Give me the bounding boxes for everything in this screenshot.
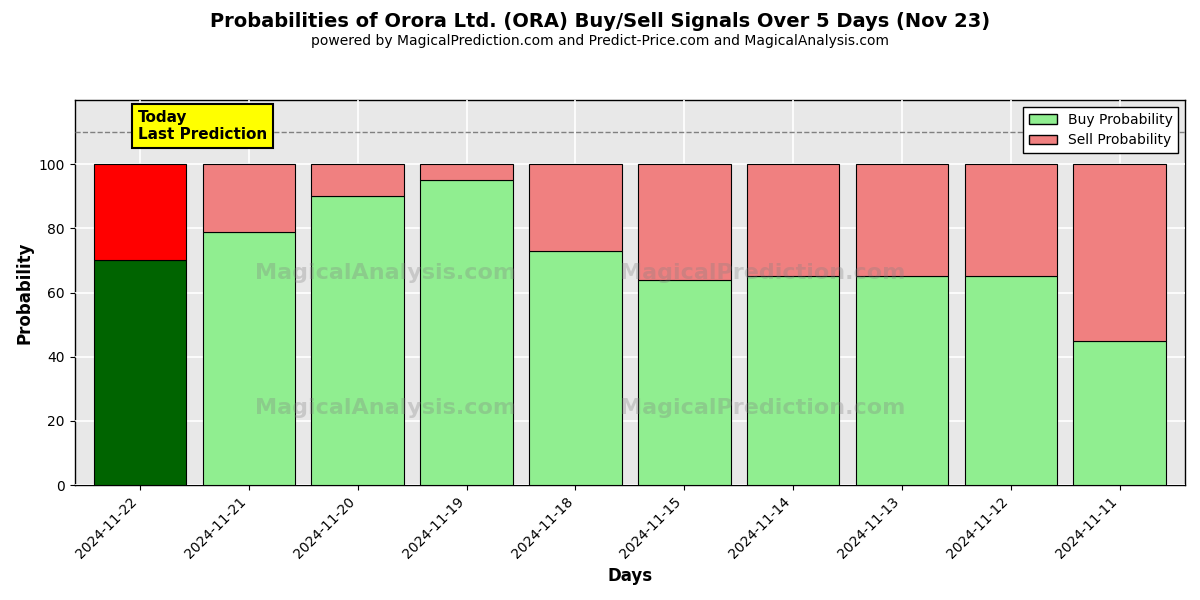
Text: Today
Last Prediction: Today Last Prediction (138, 110, 268, 142)
Text: MagicalPrediction.com: MagicalPrediction.com (620, 398, 906, 418)
Text: powered by MagicalPrediction.com and Predict-Price.com and MagicalAnalysis.com: powered by MagicalPrediction.com and Pre… (311, 34, 889, 48)
Text: MagicalAnalysis.com: MagicalAnalysis.com (254, 263, 516, 283)
Bar (420, 164, 512, 180)
Bar (746, 277, 839, 485)
Bar (638, 280, 731, 485)
Bar (94, 164, 186, 260)
Y-axis label: Probability: Probability (16, 241, 34, 344)
Bar (312, 164, 404, 196)
Bar (312, 196, 404, 485)
Bar (94, 260, 186, 485)
Bar (965, 277, 1057, 485)
Bar (420, 180, 512, 485)
Text: Probabilities of Orora Ltd. (ORA) Buy/Sell Signals Over 5 Days (Nov 23): Probabilities of Orora Ltd. (ORA) Buy/Se… (210, 12, 990, 31)
Bar (856, 164, 948, 277)
Bar (638, 164, 731, 280)
Bar (529, 164, 622, 251)
Legend: Buy Probability, Sell Probability: Buy Probability, Sell Probability (1024, 107, 1178, 153)
Bar (203, 164, 295, 232)
Bar (965, 164, 1057, 277)
Bar (856, 277, 948, 485)
Bar (1074, 164, 1166, 341)
Bar (203, 232, 295, 485)
Bar (746, 164, 839, 277)
Text: MagicalPrediction.com: MagicalPrediction.com (620, 263, 906, 283)
Text: MagicalAnalysis.com: MagicalAnalysis.com (254, 398, 516, 418)
Bar (1074, 341, 1166, 485)
X-axis label: Days: Days (607, 567, 653, 585)
Bar (529, 251, 622, 485)
